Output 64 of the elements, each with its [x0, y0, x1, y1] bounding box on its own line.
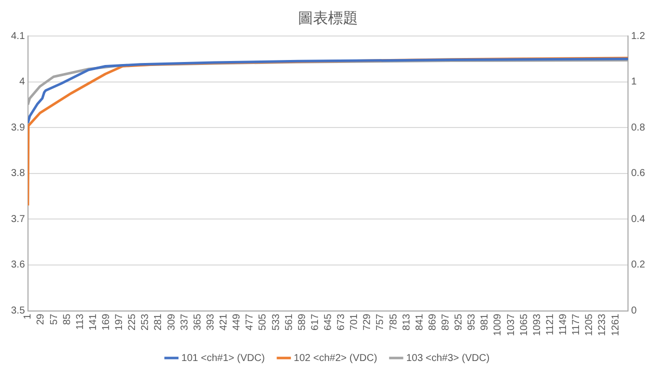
x-tick-label: 953 [466, 313, 478, 330]
x-tick-label: 1177 [571, 313, 582, 336]
x-tick-label: 673 [336, 313, 348, 330]
y-tick-label: 4.1 [10, 30, 26, 42]
x-tick-label: 197 [114, 313, 126, 330]
x-tick-label: 561 [284, 313, 295, 330]
y-tick-label: 3.6 [10, 260, 26, 271]
x-tick-label: 1233 [597, 313, 608, 336]
legend-label: 103 <ch#3> (VDC) [406, 352, 490, 364]
y-tick-label: 3.8 [10, 168, 26, 180]
y2-tick-label: 0.2 [631, 260, 646, 271]
x-tick-label: 897 [440, 313, 452, 330]
x-tick-label: 1261 [610, 313, 622, 336]
y2-tick-label: 1.2 [631, 30, 646, 42]
x-tick-label: 449 [232, 313, 243, 330]
x-tick-label: 757 [375, 313, 386, 330]
x-tick-label: 29 [36, 313, 47, 325]
x-tick-label: 337 [179, 313, 190, 330]
y-tick-label: 3.5 [10, 306, 26, 317]
x-tick-label: 981 [480, 313, 491, 330]
x-tick-label: 1093 [532, 313, 543, 336]
x-tick-label: 225 [127, 313, 138, 330]
x-tick-label: 141 [88, 313, 99, 330]
x-tick-label: 617 [310, 313, 321, 330]
y2-tick-label: 0 [631, 306, 638, 317]
y2-tick-label: 0.4 [631, 214, 646, 225]
y-tick-label: 3.9 [10, 122, 26, 134]
x-tick-label: 925 [454, 313, 465, 330]
x-tick-label: 1205 [584, 313, 596, 336]
y2-tick-label: 1 [631, 76, 638, 88]
x-tick-label: 533 [270, 313, 282, 330]
x-tick-label: 57 [48, 313, 60, 325]
x-tick-label: 1037 [506, 313, 517, 336]
legend-label: 102 <ch#2> (VDC) [294, 352, 378, 364]
legend-label: 101 <ch#1> (VDC) [181, 352, 265, 364]
x-tick-label: 393 [205, 313, 216, 330]
x-tick-label: 589 [296, 313, 308, 330]
x-tick-label: 85 [62, 313, 73, 325]
x-tick-label: 729 [362, 313, 374, 330]
x-tick-label: 281 [153, 313, 164, 330]
x-tick-label: 1121 [544, 313, 556, 336]
x-tick-label: 365 [192, 313, 204, 330]
x-tick-label: 309 [166, 313, 178, 330]
x-tick-label: 1065 [518, 313, 530, 336]
x-tick-label: 813 [401, 313, 412, 330]
x-tick-label: 785 [388, 313, 400, 330]
x-tick-label: 1149 [558, 313, 570, 336]
x-tick-label: 477 [244, 313, 256, 330]
x-tick-label: 701 [349, 313, 360, 330]
x-tick-label: 645 [322, 313, 334, 330]
x-tick-label: 1 [22, 313, 34, 320]
y2-tick-label: 0.8 [631, 122, 646, 134]
x-tick-label: 869 [427, 313, 438, 330]
x-tick-label: 169 [101, 313, 112, 330]
x-tick-label: 253 [140, 313, 152, 330]
x-tick-label: 841 [414, 313, 426, 330]
chart-title: 圖表標題 [298, 8, 358, 27]
y-tick-label: 4 [19, 76, 26, 88]
x-tick-label: 505 [258, 313, 269, 330]
y2-tick-label: 0.6 [631, 168, 646, 180]
x-tick-label: 1009 [492, 313, 504, 336]
y-tick-label: 3.7 [10, 214, 26, 225]
x-tick-label: 113 [74, 313, 86, 330]
x-tick-label: 421 [218, 313, 230, 330]
